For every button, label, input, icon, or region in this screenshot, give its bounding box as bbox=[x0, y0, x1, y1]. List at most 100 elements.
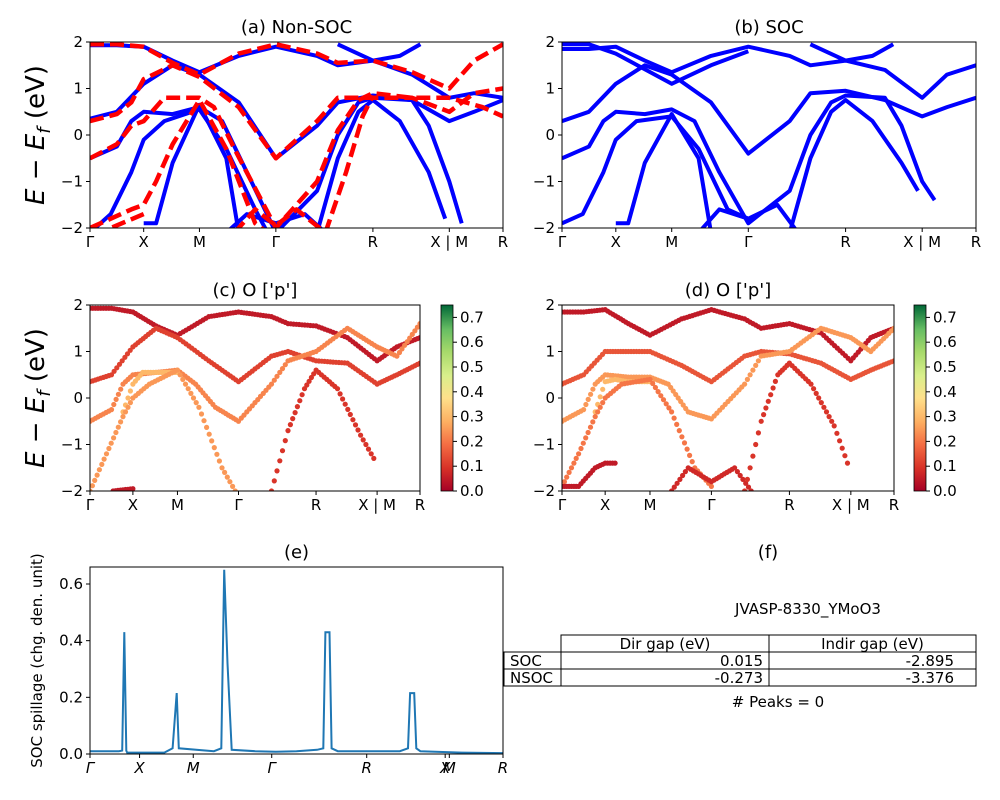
band-point bbox=[103, 451, 110, 457]
x-tick-label: Γ bbox=[558, 496, 567, 514]
band-point bbox=[118, 386, 124, 392]
y-tick-label: 0.6 bbox=[59, 575, 83, 593]
band-point bbox=[90, 488, 93, 491]
x-tick-label: X bbox=[600, 496, 610, 514]
x-tick-label: M bbox=[171, 496, 184, 514]
band-point bbox=[758, 418, 764, 424]
band-point bbox=[201, 418, 207, 424]
band-point bbox=[94, 472, 100, 478]
colorbar-tick-label: 0.6 bbox=[460, 333, 484, 351]
band-point bbox=[680, 472, 686, 479]
colorbar-tick-label: 0.5 bbox=[933, 358, 957, 376]
colorbar-tick-label: 0.3 bbox=[933, 408, 957, 426]
band-line bbox=[324, 94, 375, 228]
band-point bbox=[342, 401, 348, 407]
band-point bbox=[600, 400, 606, 406]
band-line bbox=[562, 44, 976, 100]
band-point bbox=[671, 484, 677, 490]
x-tick-label: M bbox=[187, 759, 200, 777]
colorbar-tick-label: 0.6 bbox=[933, 333, 957, 351]
panel-b-title: (b) SOC bbox=[734, 17, 803, 38]
band-point bbox=[562, 479, 567, 485]
band-point bbox=[111, 435, 117, 441]
band-point bbox=[290, 416, 296, 422]
band-line bbox=[90, 90, 503, 228]
y-axis-label: E − Ef (eV) bbox=[21, 65, 55, 205]
band-point bbox=[360, 437, 366, 443]
band-point bbox=[119, 358, 125, 364]
x-tick-label: X bbox=[611, 233, 621, 251]
band-point bbox=[182, 381, 189, 387]
band-point bbox=[660, 397, 667, 403]
band-point bbox=[337, 391, 343, 397]
band-point bbox=[334, 386, 341, 392]
table-value: -0.273 bbox=[715, 669, 763, 687]
y-axis-label: SOC spillage (chg. den. unit) bbox=[28, 553, 46, 768]
x-tick-label: R bbox=[311, 496, 321, 514]
band-point bbox=[740, 476, 746, 482]
band-point bbox=[755, 358, 762, 364]
x-tick-label: R bbox=[498, 233, 508, 251]
x-tick-label: Γ bbox=[272, 233, 281, 251]
x-tick-label: Γ bbox=[558, 233, 567, 251]
band-point bbox=[750, 453, 756, 459]
panel-b-data bbox=[562, 42, 976, 228]
colorbar-tick-label: 0.1 bbox=[460, 457, 484, 475]
band-point bbox=[352, 422, 359, 428]
band-point bbox=[818, 400, 824, 406]
band-point bbox=[573, 455, 579, 461]
x-tick-label: R bbox=[361, 759, 371, 777]
band-point bbox=[277, 458, 283, 464]
band-point bbox=[734, 469, 741, 475]
y-tick-label: 2 bbox=[73, 296, 83, 314]
band-point bbox=[407, 335, 413, 341]
y-tick-label: −2 bbox=[533, 219, 555, 237]
x-tick-label: R bbox=[784, 496, 794, 514]
table-col-header: Dir gap (eV) bbox=[620, 635, 711, 653]
band-point bbox=[358, 432, 364, 438]
y-tick-label: 1 bbox=[73, 80, 83, 98]
panel-d-data bbox=[562, 307, 894, 491]
band-point bbox=[677, 476, 683, 482]
band-point bbox=[811, 386, 817, 392]
table-col-header: Indir gap (eV) bbox=[821, 635, 924, 653]
y-tick-label: 0.4 bbox=[59, 632, 83, 650]
band-point bbox=[99, 461, 105, 467]
band-point bbox=[831, 423, 837, 429]
x-tick-label: X bbox=[139, 233, 149, 251]
band-point bbox=[666, 405, 672, 411]
band-point bbox=[271, 377, 277, 383]
band-point bbox=[585, 396, 591, 402]
y-tick-label: −1 bbox=[533, 436, 555, 454]
band-point bbox=[580, 440, 586, 446]
band-point bbox=[115, 391, 121, 397]
band-point bbox=[274, 373, 280, 379]
band-point bbox=[669, 409, 675, 415]
band-point bbox=[414, 324, 420, 330]
panel-c-title: (c) O ['p'] bbox=[213, 280, 298, 301]
band-point bbox=[650, 380, 656, 387]
x-tick-label: M bbox=[443, 759, 456, 777]
x-tick-label: Γ bbox=[268, 759, 278, 777]
band-point bbox=[576, 451, 582, 457]
band-point bbox=[821, 404, 827, 410]
band-point bbox=[193, 400, 199, 406]
band-point bbox=[204, 424, 210, 430]
band-point bbox=[682, 469, 689, 475]
band-point bbox=[681, 440, 688, 446]
colorbar-tick-label: 0.0 bbox=[460, 482, 484, 500]
y-axis-label: E − Ef (eV) bbox=[21, 328, 55, 468]
band-point bbox=[115, 424, 121, 430]
band-point bbox=[588, 391, 594, 397]
band-point bbox=[101, 456, 107, 462]
y-tick-label: 1 bbox=[545, 80, 555, 98]
y-tick-label: −1 bbox=[61, 436, 83, 454]
band-line bbox=[143, 102, 240, 228]
band-point bbox=[399, 346, 405, 352]
colorbar-tick-label: 0.0 bbox=[933, 482, 957, 500]
y-tick-label: 2 bbox=[545, 296, 555, 314]
band-point bbox=[748, 488, 754, 491]
x-tick-label: X | M bbox=[358, 496, 396, 514]
band-line bbox=[700, 202, 798, 228]
band-point bbox=[308, 374, 314, 381]
